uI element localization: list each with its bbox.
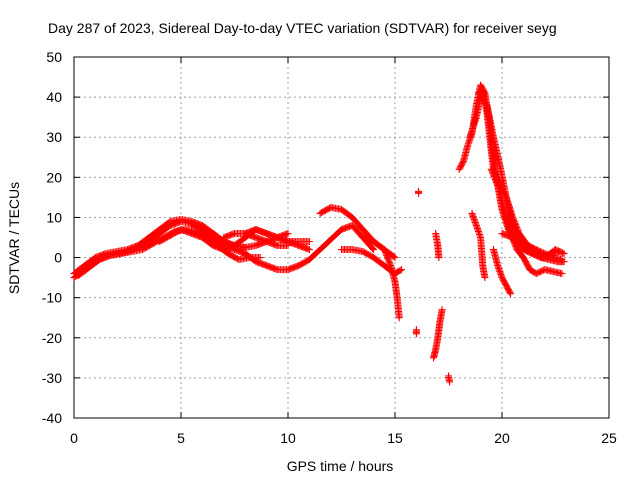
- data-point: [488, 167, 496, 175]
- data-point: [560, 250, 568, 258]
- data-point: [481, 274, 489, 282]
- data-point: [491, 176, 499, 184]
- data-point: [492, 177, 500, 185]
- data-point: [383, 251, 391, 259]
- data-point: [438, 306, 446, 314]
- data-point: [391, 254, 399, 262]
- data-point: [513, 224, 521, 232]
- data-point: [510, 218, 518, 226]
- series-track-j: [359, 234, 403, 322]
- data-point: [489, 170, 497, 178]
- data-point: [383, 253, 391, 261]
- data-point: [511, 241, 519, 249]
- data-point: [509, 215, 517, 223]
- data-point: [382, 250, 390, 258]
- data-point: [396, 266, 404, 274]
- data-point: [512, 222, 520, 230]
- data-point: [487, 165, 495, 173]
- data-point: [511, 240, 519, 248]
- data-point: [415, 187, 423, 195]
- x-tick-label: 0: [70, 430, 78, 446]
- data-point: [446, 378, 454, 386]
- data-point: [284, 242, 292, 250]
- series-track-c: [74, 225, 264, 280]
- series-track-e: [188, 221, 378, 274]
- data-point: [384, 256, 392, 264]
- data-point: [397, 266, 405, 274]
- data-point: [558, 256, 566, 264]
- x-tick-label: 15: [387, 430, 403, 446]
- x-tick-label: 20: [494, 430, 510, 446]
- series-track-k: [415, 187, 423, 197]
- data-point: [384, 254, 392, 262]
- y-tick-label: 10: [46, 209, 62, 225]
- data-point: [512, 243, 520, 251]
- series-track-n: [432, 229, 443, 262]
- data-point: [490, 173, 498, 181]
- data-point: [559, 249, 567, 257]
- data-point: [381, 247, 389, 255]
- y-tick-label: 40: [46, 89, 62, 105]
- series-track-o: [445, 372, 454, 386]
- data-point: [370, 246, 378, 254]
- data-point: [241, 244, 249, 252]
- data-point: [395, 314, 403, 322]
- data-points: [70, 81, 568, 386]
- data-point: [506, 288, 514, 296]
- series-track-u: [489, 246, 515, 298]
- y-tick-label: -20: [42, 330, 62, 346]
- series-track-t: [468, 209, 489, 282]
- data-point: [284, 229, 292, 237]
- chart-title: Day 287 of 2023, Sidereal Day-to-day VTE…: [48, 20, 557, 36]
- data-point: [305, 238, 313, 246]
- data-point: [512, 221, 520, 229]
- x-axis: 0 5 10 15 20 25: [70, 57, 617, 446]
- data-point: [558, 270, 566, 278]
- series-track-l: [412, 326, 420, 338]
- data-point: [386, 259, 394, 267]
- data-point: [390, 253, 398, 261]
- data-point: [412, 330, 420, 338]
- y-tick-label: 20: [46, 169, 62, 185]
- data-point: [305, 246, 313, 254]
- y-axis-label: SDTVAR / TECUs: [6, 182, 22, 294]
- data-point: [514, 227, 522, 235]
- y-tick-label: 50: [46, 49, 62, 65]
- y-tick-label: -10: [42, 290, 62, 306]
- y-tick-label: -40: [42, 410, 62, 426]
- data-point: [369, 244, 377, 252]
- series-track-s: [487, 165, 566, 278]
- x-tick-label: 5: [177, 430, 185, 446]
- data-point: [386, 260, 394, 268]
- y-tick-label: 0: [54, 250, 62, 266]
- series-track-m: [430, 306, 446, 362]
- data-point: [511, 219, 519, 227]
- data-point: [490, 171, 498, 179]
- plot-frame: [73, 56, 610, 419]
- data-point: [381, 248, 389, 256]
- data-point: [380, 246, 388, 254]
- data-point: [513, 225, 521, 233]
- data-point: [509, 213, 517, 221]
- x-axis-label: GPS time / hours: [287, 458, 394, 474]
- series-track-i: [338, 246, 405, 278]
- grid: [74, 57, 609, 418]
- y-tick-label: 30: [46, 129, 62, 145]
- y-tick-label: -30: [42, 370, 62, 386]
- data-point: [493, 180, 501, 188]
- data-point: [488, 168, 496, 176]
- data-point: [435, 254, 443, 262]
- series-track-g: [220, 229, 292, 250]
- data-point: [385, 257, 393, 265]
- data-point: [491, 174, 499, 182]
- y-axis: -40 -30 -20 -10 0 10 20 30 40 50: [42, 49, 609, 426]
- x-tick-label: 10: [280, 430, 296, 446]
- data-point: [507, 290, 515, 298]
- data-point: [493, 178, 501, 186]
- x-tick-label: 25: [601, 430, 617, 446]
- series-track-v: [498, 229, 568, 262]
- data-point: [510, 216, 518, 224]
